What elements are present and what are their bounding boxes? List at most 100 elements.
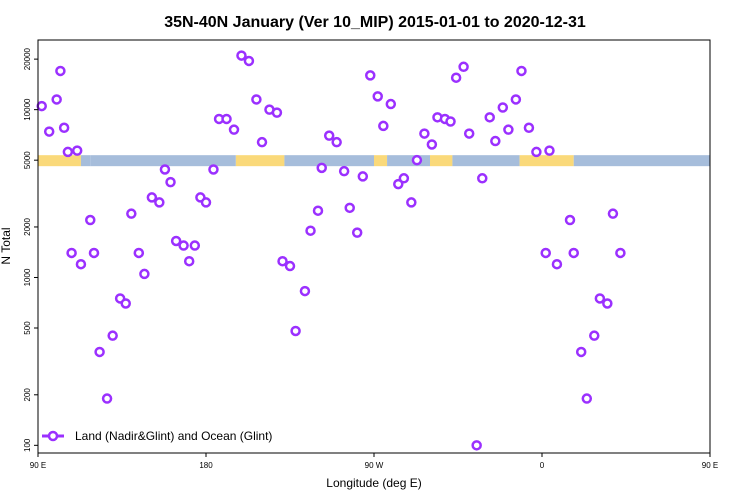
data-point	[575, 346, 587, 358]
data-point	[146, 192, 158, 203]
land-ocean-band	[38, 155, 710, 167]
data-point	[419, 128, 430, 139]
data-point	[271, 107, 283, 118]
data-point	[365, 70, 376, 81]
data-point	[208, 164, 219, 175]
band-segment	[573, 155, 710, 167]
data-point	[398, 173, 410, 184]
data-point	[540, 247, 551, 259]
y-tick-label: 500	[23, 321, 32, 335]
data-point	[251, 94, 262, 105]
data-point	[503, 124, 514, 135]
data-point	[477, 173, 488, 184]
data-point	[236, 50, 247, 61]
band-segment	[452, 155, 520, 167]
data-point	[581, 393, 593, 404]
y-tick-label: 5000	[23, 151, 32, 169]
x-tick-label: 90 E	[30, 461, 46, 470]
data-point	[154, 197, 165, 208]
data-point	[445, 116, 456, 127]
data-point	[62, 146, 74, 158]
data-point	[165, 176, 176, 188]
data-point	[331, 136, 342, 148]
data-point	[316, 162, 327, 174]
data-point	[170, 235, 182, 247]
data-point	[411, 154, 423, 166]
x-tick-label: 90 E	[702, 461, 718, 470]
chart-title: 35N-40N January (Ver 10_MIP) 2015-01-01 …	[164, 14, 586, 31]
data-point	[344, 202, 355, 214]
band-segment	[374, 155, 388, 167]
data-point	[228, 124, 240, 135]
data-point	[58, 122, 70, 134]
data-point	[43, 126, 55, 137]
data-point	[510, 94, 522, 105]
data-point	[51, 94, 62, 105]
x-axis: 90 E 180 90 W 0 90 E	[30, 453, 718, 470]
legend-marker	[47, 430, 59, 442]
data-point	[471, 440, 482, 451]
y-axis-title: N Total	[0, 227, 13, 264]
data-point	[189, 240, 201, 251]
data-point	[531, 146, 542, 158]
y-tick-label: 100	[23, 438, 32, 452]
data-point	[338, 165, 350, 177]
data-point	[139, 268, 150, 280]
y-tick-label: 1000	[23, 268, 32, 286]
data-point	[94, 346, 105, 358]
x-tick-label: 90 W	[365, 461, 384, 470]
data-point	[101, 393, 113, 404]
data-point	[55, 65, 66, 77]
data-point	[594, 293, 606, 304]
data-point	[484, 112, 495, 123]
data-point	[426, 139, 438, 150]
data-point	[85, 214, 96, 226]
data-point	[88, 247, 100, 259]
data-point	[393, 178, 404, 190]
legend-label: Land (Nadir&Glint) and Ocean (Glint)	[75, 429, 272, 443]
data-point	[544, 145, 555, 156]
data-point	[607, 208, 619, 219]
y-tick-label: 2000	[23, 218, 32, 236]
data-point	[221, 113, 232, 125]
band-segment	[90, 155, 236, 167]
band-segment	[80, 155, 91, 167]
data-point	[107, 330, 118, 341]
data-point	[243, 55, 255, 67]
band-segment	[235, 155, 285, 167]
y-tick-label: 20000	[23, 47, 32, 70]
data-point	[406, 197, 417, 208]
data-point	[385, 98, 397, 110]
data-point	[71, 145, 83, 156]
data-point	[372, 91, 383, 102]
plot-frame	[37, 39, 711, 454]
data-point	[284, 260, 296, 272]
data-point	[312, 205, 324, 216]
data-point	[200, 197, 212, 208]
data-point	[305, 225, 316, 236]
data-point	[564, 214, 576, 226]
y-tick-label: 200	[23, 388, 32, 402]
data-point	[497, 102, 509, 113]
data-point	[183, 255, 195, 267]
data-point	[299, 285, 311, 297]
x-tick-label: 180	[199, 461, 213, 470]
data-point	[133, 247, 145, 259]
band-segment	[38, 155, 81, 167]
data-point	[75, 258, 87, 270]
x-axis-title: Longitude (deg E)	[326, 476, 421, 490]
data-point	[290, 325, 301, 337]
x-tick-label: 0	[540, 461, 545, 470]
legend: Land (Nadir&Glint) and Ocean (Glint)	[42, 429, 272, 443]
data-point	[120, 298, 131, 309]
data-point	[159, 164, 171, 175]
band-segment	[387, 155, 430, 167]
data-point	[178, 240, 189, 251]
data-point	[523, 122, 535, 134]
y-tick-label: 10000	[23, 98, 32, 121]
data-point	[551, 258, 563, 270]
data-point	[323, 130, 335, 141]
data-point	[516, 65, 527, 77]
data-point	[66, 247, 77, 259]
